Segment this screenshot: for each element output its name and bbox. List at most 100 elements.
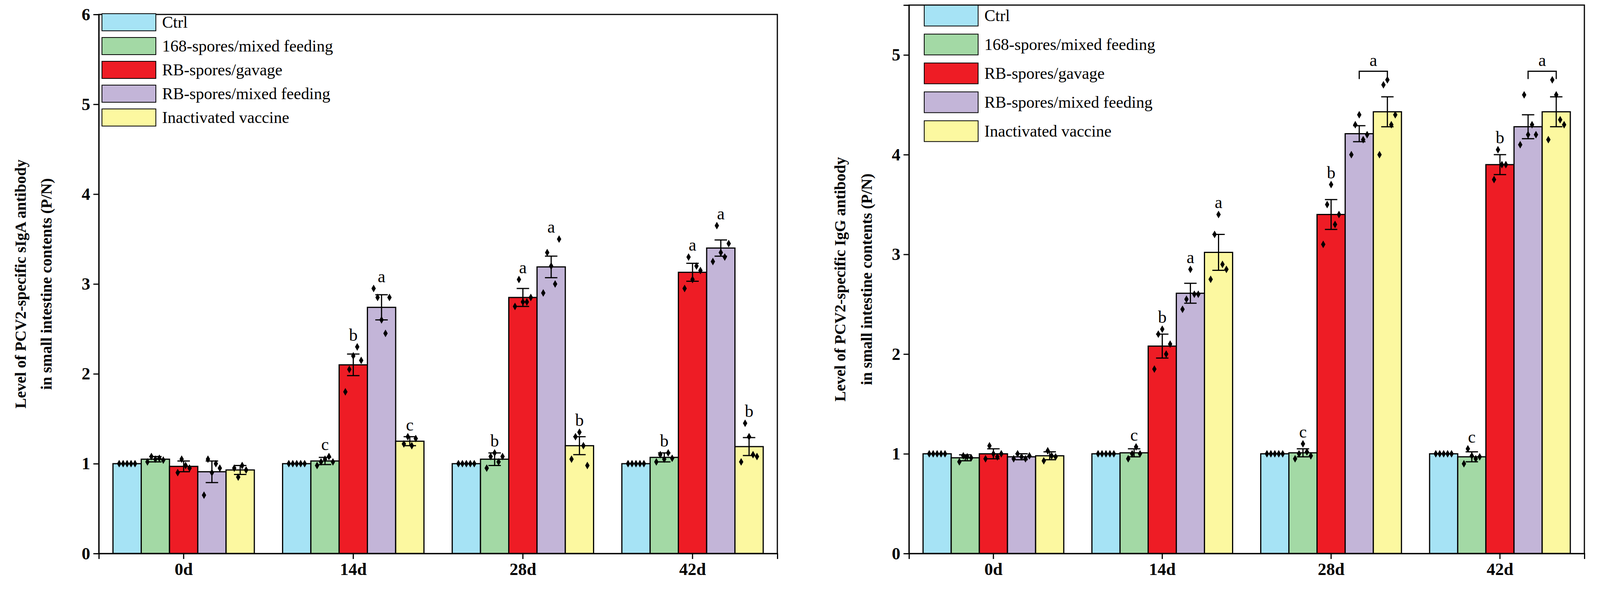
error-bars [987, 154, 1506, 459]
points [175, 253, 703, 477]
error-cap [1212, 269, 1225, 272]
data-point [379, 316, 384, 325]
error-cap [1550, 126, 1563, 128]
error-bar [1358, 125, 1360, 142]
data-point [1377, 150, 1382, 159]
y-tick: 4 [81, 184, 99, 204]
data-point [710, 257, 715, 266]
plot-frame [98, 14, 778, 554]
x-tick-mark [1499, 553, 1501, 560]
data-point [926, 450, 932, 459]
significance-letter: a [377, 267, 386, 287]
significance-letter: a [716, 204, 725, 224]
data-point [116, 460, 122, 468]
y-axis-line [93, 14, 100, 555]
error-cap [1043, 451, 1056, 453]
bar [452, 464, 481, 554]
data-point [641, 460, 647, 468]
data-point [1184, 295, 1189, 304]
y-tick-label: 5 [891, 45, 901, 65]
y-axis: 012345 [891, 5, 910, 564]
points [1041, 76, 1567, 465]
data-point [541, 289, 546, 298]
legend-label: RB-spores/gavage [984, 64, 1105, 83]
error-cap [1127, 448, 1141, 450]
bar [1260, 454, 1290, 554]
x-tick-mark [691, 553, 693, 560]
y-axis-title: Level of PCV2-specific sIgA antibody [11, 159, 30, 409]
data-point [1292, 455, 1298, 464]
bar [979, 454, 1008, 554]
bar [367, 307, 396, 554]
error-cap [1127, 456, 1141, 458]
chart-panel: 01234560d14d28d42dLevel of PCV2-specific… [11, 5, 778, 580]
x-tick: 42d [1486, 553, 1514, 580]
data-point [1137, 450, 1143, 459]
data-point [243, 466, 249, 475]
data-point [1477, 453, 1482, 461]
data-point [548, 262, 554, 271]
bar [1119, 453, 1149, 554]
significance-letter: b [575, 410, 584, 431]
data-point [658, 451, 663, 459]
data-point [1192, 290, 1197, 299]
error-cap [1381, 96, 1394, 98]
bar-series [197, 248, 735, 554]
data-point [121, 460, 126, 468]
data-point [209, 469, 215, 477]
legend-swatch [924, 120, 979, 142]
significance-letter: a [688, 235, 697, 255]
data-point [983, 455, 988, 464]
data-point [1336, 210, 1342, 219]
data-point [1167, 340, 1173, 349]
y-tick-mark [93, 553, 99, 555]
data-point [351, 352, 356, 361]
data-point [1525, 130, 1531, 139]
points [116, 460, 647, 468]
error-bar [1330, 199, 1332, 230]
x-tick: 0d [174, 553, 193, 580]
data-point [1011, 455, 1016, 464]
data-point [409, 442, 415, 450]
bar [678, 272, 707, 554]
error-bar [578, 437, 581, 456]
data-point [957, 458, 962, 467]
significance-letter: c [1467, 427, 1476, 447]
y-tick-mark [93, 463, 99, 465]
bar [650, 457, 679, 554]
data-point [995, 453, 1000, 461]
error-bars [120, 463, 643, 465]
data-point [625, 460, 631, 468]
y-tick: 0 [81, 544, 99, 564]
error-cap [573, 454, 586, 456]
figure: 01234560d14d28d42dLevel of PCV2-specific… [0, 0, 1600, 607]
data-point [746, 433, 752, 442]
legend-swatch [924, 91, 979, 113]
bar [1542, 111, 1571, 554]
data-point [1272, 450, 1277, 459]
data-point [1095, 450, 1100, 459]
data-point [157, 454, 162, 463]
bar [1429, 454, 1458, 554]
data-point [1357, 110, 1362, 119]
data-point [1533, 130, 1538, 139]
data-point [1332, 220, 1338, 229]
x-tick-mark [1161, 553, 1163, 560]
data-point [739, 458, 744, 467]
x-axis: 0d14d28d42d [909, 553, 1585, 580]
bar [1457, 457, 1486, 554]
data-point [1027, 452, 1032, 461]
data-point [662, 455, 667, 464]
bar [395, 441, 424, 554]
data-point [1152, 365, 1157, 374]
data-point [1529, 121, 1534, 129]
data-point [964, 453, 970, 461]
significance-letter: a [1369, 50, 1378, 70]
data-point [520, 298, 525, 307]
data-point [1553, 91, 1559, 99]
error-cap [346, 375, 360, 377]
x-tick-mark [352, 553, 354, 560]
y-tick: 1 [891, 444, 909, 464]
data-point [298, 460, 303, 468]
data-point [149, 453, 154, 461]
